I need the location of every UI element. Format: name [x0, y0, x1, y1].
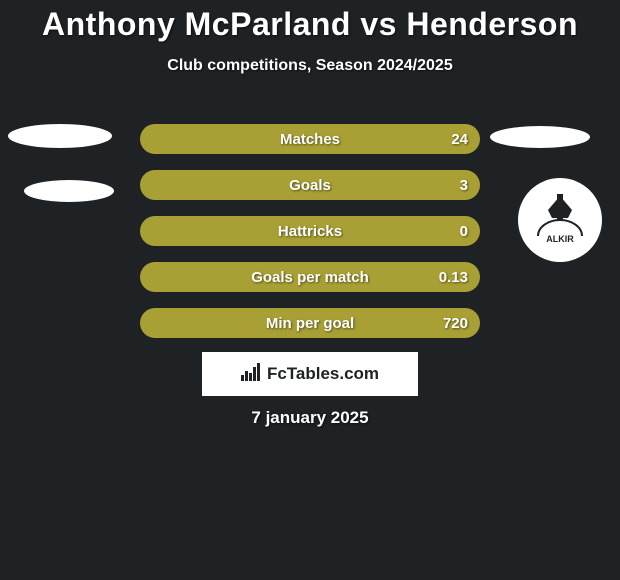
team-logo: ALKIR [518, 178, 602, 262]
team-logo-icon: ALKIR [530, 190, 590, 250]
stat-value: 720 [443, 315, 468, 332]
page-title: Anthony McParland vs Henderson [0, 0, 620, 43]
stat-row: Hattricks 0 [140, 216, 480, 246]
subtitle: Club competitions, Season 2024/2025 [0, 57, 620, 75]
left-ellipse-1 [8, 124, 112, 148]
stat-label: Goals [289, 177, 331, 194]
stat-label: Matches [280, 131, 340, 148]
right-ellipse [490, 126, 590, 148]
svg-text:ALKIR: ALKIR [546, 234, 574, 244]
stat-label: Hattricks [278, 223, 342, 240]
stat-row: Min per goal 720 [140, 308, 480, 338]
stat-label: Min per goal [266, 315, 354, 332]
stat-row: Goals per match 0.13 [140, 262, 480, 292]
brand-chart-icon [241, 363, 261, 386]
stat-value: 0.13 [439, 269, 468, 286]
stat-value: 24 [451, 131, 468, 148]
date-text: 7 january 2025 [0, 408, 620, 428]
stat-value: 0 [460, 223, 468, 240]
stats-container: Matches 24 Goals 3 Hattricks 0 Goals per match… [140, 124, 480, 354]
brand-text: FcTables.com [267, 364, 379, 384]
stat-row: Matches 24 [140, 124, 480, 154]
stat-label: Goals per match [251, 269, 369, 286]
stat-row: Goals 3 [140, 170, 480, 200]
brand-box: FcTables.com [202, 352, 418, 396]
left-ellipse-2 [24, 180, 114, 202]
stat-value: 3 [460, 177, 468, 194]
